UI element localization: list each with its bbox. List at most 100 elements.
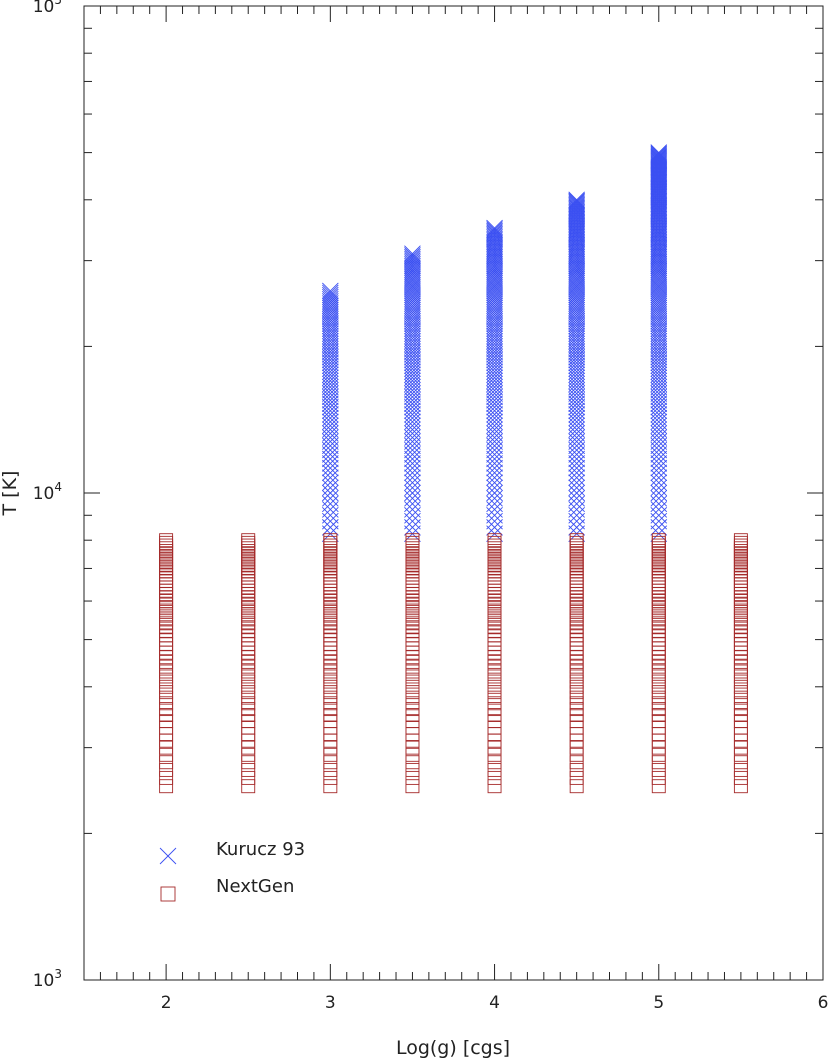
marker-stroke bbox=[322, 372, 339, 390]
marker-stroke bbox=[486, 228, 503, 246]
marker-stroke bbox=[486, 276, 503, 294]
nextgen-point bbox=[405, 620, 420, 635]
kurucz-point bbox=[568, 381, 585, 399]
nextgen-point bbox=[323, 654, 338, 669]
marker-stroke bbox=[486, 280, 503, 298]
kurucz-point bbox=[404, 385, 421, 402]
nextgen-point bbox=[241, 620, 256, 635]
marker-stroke bbox=[568, 191, 585, 209]
kurucz-point bbox=[568, 195, 585, 213]
marker-stroke bbox=[404, 464, 421, 482]
plot-frame bbox=[83, 5, 824, 981]
kurucz-point bbox=[568, 315, 585, 333]
marker-stroke bbox=[650, 243, 668, 261]
marker-stroke bbox=[486, 278, 503, 296]
nextgen-point bbox=[733, 747, 748, 762]
marker-stroke bbox=[486, 245, 503, 263]
marker-stroke bbox=[650, 317, 668, 335]
nextgen-point bbox=[569, 762, 584, 777]
kurucz-point bbox=[322, 391, 339, 409]
nextgen-point bbox=[405, 762, 420, 777]
kurucz-point bbox=[404, 252, 421, 269]
marker-stroke bbox=[568, 313, 585, 330]
marker-stroke bbox=[486, 469, 503, 487]
marker-stroke bbox=[650, 282, 668, 300]
kurucz-point bbox=[486, 446, 503, 463]
marker-stroke bbox=[568, 196, 585, 214]
marker-stroke bbox=[486, 437, 503, 455]
marker-stroke bbox=[650, 421, 668, 438]
marker-stroke bbox=[650, 446, 668, 463]
marker-stroke bbox=[568, 310, 585, 328]
marker-stroke bbox=[404, 388, 421, 406]
marker-stroke bbox=[404, 325, 421, 342]
marker-stroke bbox=[486, 320, 503, 337]
marker-stroke bbox=[322, 290, 339, 308]
kurucz-point bbox=[568, 325, 585, 342]
kurucz-point bbox=[568, 372, 585, 390]
kurucz-point bbox=[404, 446, 421, 463]
kurucz-point bbox=[568, 310, 585, 328]
nextgen-point bbox=[405, 669, 420, 684]
nextgen-point bbox=[487, 624, 502, 639]
kurucz-point bbox=[322, 282, 339, 300]
marker-stroke bbox=[486, 315, 503, 333]
kurucz-point bbox=[568, 192, 585, 210]
x-axis-label: Log(g) [cgs] bbox=[396, 1037, 510, 1059]
marker-stroke bbox=[404, 429, 421, 446]
kurucz-point bbox=[650, 310, 668, 328]
marker-stroke bbox=[650, 327, 668, 345]
nextgen-point bbox=[323, 632, 338, 647]
kurucz-point bbox=[404, 450, 421, 468]
kurucz-point bbox=[404, 433, 421, 450]
marker-stroke bbox=[650, 147, 668, 165]
nextgen-point bbox=[651, 755, 666, 770]
marker-stroke bbox=[486, 274, 503, 292]
marker-stroke bbox=[568, 464, 585, 482]
marker-stroke bbox=[322, 378, 339, 396]
marker-stroke bbox=[404, 330, 421, 347]
nextgen-point bbox=[241, 747, 256, 762]
kurucz-point bbox=[486, 284, 503, 302]
marker-stroke bbox=[486, 421, 503, 438]
nextgen-point bbox=[569, 620, 584, 635]
nextgen-point bbox=[323, 762, 338, 777]
kurucz-point bbox=[322, 402, 339, 420]
kurucz-point bbox=[568, 199, 585, 217]
marker-stroke bbox=[404, 474, 421, 491]
kurucz-point bbox=[650, 372, 668, 390]
nextgen-point bbox=[241, 659, 256, 674]
kurucz-point bbox=[650, 469, 668, 487]
nextgen-point bbox=[159, 654, 174, 669]
marker-stroke bbox=[486, 474, 503, 491]
y-tick-base: 10 bbox=[33, 484, 55, 504]
nextgen-point bbox=[405, 659, 420, 674]
kurucz-point bbox=[568, 194, 585, 211]
marker-stroke bbox=[404, 245, 421, 263]
kurucz-point bbox=[404, 290, 421, 308]
kurucz-point bbox=[404, 360, 421, 378]
marker-stroke bbox=[486, 219, 503, 237]
marker-stroke bbox=[650, 429, 668, 446]
kurucz-point bbox=[568, 433, 585, 450]
marker-stroke bbox=[650, 433, 668, 450]
nextgen-point bbox=[733, 779, 748, 794]
kurucz-point bbox=[568, 327, 585, 345]
marker-stroke bbox=[568, 192, 585, 210]
kurucz-point bbox=[486, 293, 503, 310]
marker-stroke bbox=[404, 360, 421, 378]
kurucz-point bbox=[650, 327, 668, 345]
nextgen-point bbox=[487, 620, 502, 635]
marker-stroke bbox=[568, 276, 585, 294]
marker-stroke bbox=[568, 512, 585, 530]
kurucz-point bbox=[486, 391, 503, 409]
kurucz-point bbox=[404, 512, 421, 530]
marker-stroke bbox=[404, 437, 421, 455]
nextgen-point bbox=[651, 779, 666, 794]
marker-stroke bbox=[650, 274, 668, 292]
kurucz-point bbox=[404, 366, 421, 383]
marker-stroke bbox=[486, 512, 503, 530]
nextgen-point bbox=[241, 755, 256, 770]
marker-stroke bbox=[322, 310, 339, 328]
